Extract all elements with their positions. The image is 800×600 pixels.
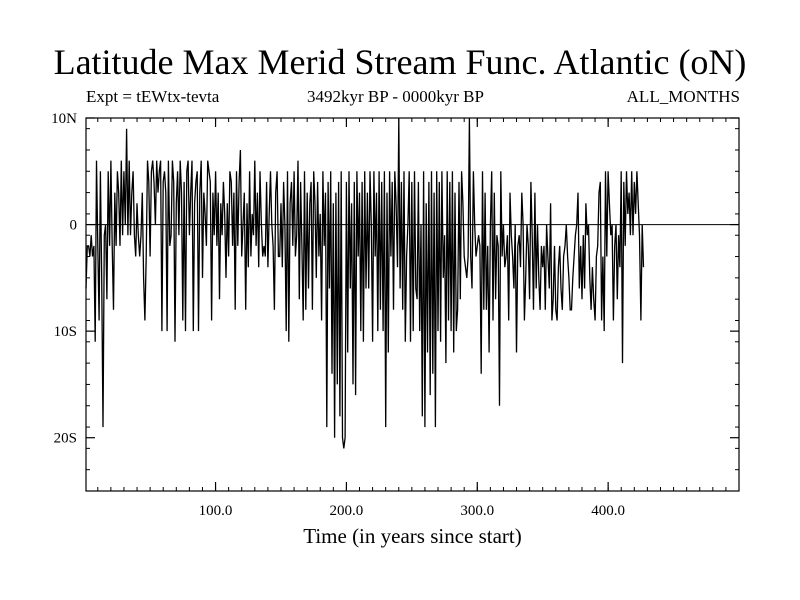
series-line-0 — [85, 117, 645, 449]
series-group — [85, 117, 645, 449]
x-tick-label: 400.0 — [591, 503, 625, 519]
minor-ticks — [86, 118, 740, 492]
y-tick-label: 20S — [54, 431, 77, 447]
x-tick-label: 300.0 — [460, 503, 494, 519]
time-period-label: 3492kyr BP - 0000kyr BP — [307, 87, 484, 106]
experiment-label: Expt = tEWtx-tevta — [86, 87, 220, 106]
plot-frame — [85, 117, 740, 492]
y-tick-label: 10S — [54, 324, 77, 340]
major-ticks — [86, 117, 739, 491]
chart-title: Latitude Max Merid Stream Func. Atlantic… — [53, 42, 747, 82]
tick-labels: 100.0 200.0 300.0 400.0 10N 0 10S 20S — [51, 111, 625, 519]
x-tick-label: 200.0 — [330, 503, 364, 519]
x-axis-label: Time (in years since start) — [303, 524, 522, 548]
x-tick-label: 100.0 — [199, 503, 233, 519]
months-label: ALL_MONTHS — [626, 87, 740, 106]
y-tick-label: 10N — [51, 111, 77, 127]
y-tick-label: 0 — [70, 218, 78, 234]
